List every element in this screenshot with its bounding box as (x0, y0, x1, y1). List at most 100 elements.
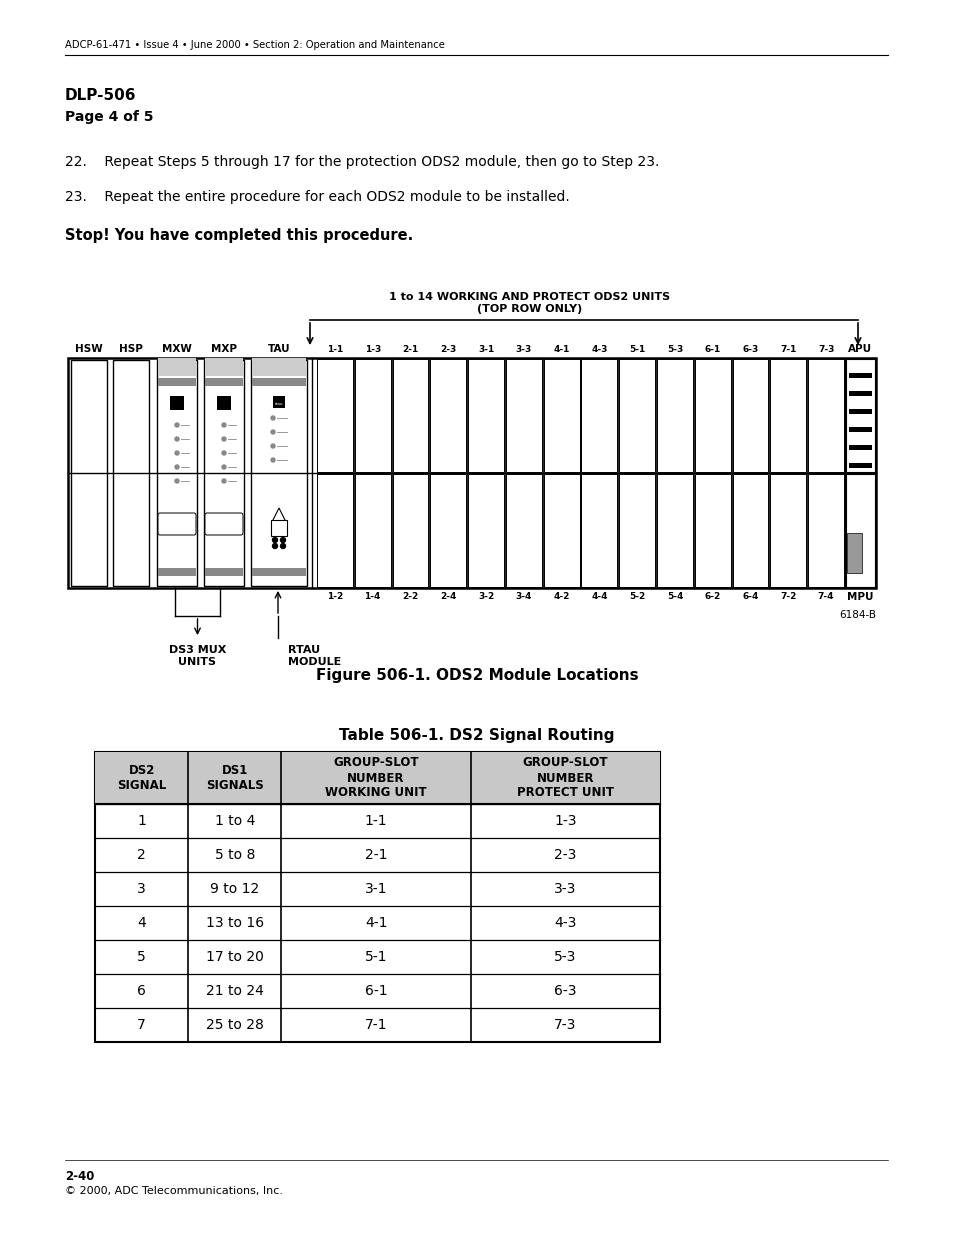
Text: 7-3: 7-3 (554, 1018, 576, 1032)
Text: Table 506-1. DS2 Signal Routing: Table 506-1. DS2 Signal Routing (339, 727, 614, 743)
Text: 2-3: 2-3 (554, 848, 576, 862)
Bar (251, 359, 307, 585)
Bar (95, 752, 659, 1042)
Bar (204, 359, 244, 585)
Bar (68, 358, 875, 588)
Text: ADCP-61-471 • Issue 4 • June 2000 • Section 2: Operation and Maintenance: ADCP-61-471 • Issue 4 • June 2000 • Sect… (65, 40, 444, 49)
Bar (158, 568, 195, 576)
Text: 1-1: 1-1 (327, 345, 343, 354)
FancyBboxPatch shape (205, 513, 243, 535)
Text: 5-2: 5-2 (628, 592, 644, 601)
Circle shape (222, 424, 226, 427)
Text: 1-3: 1-3 (364, 345, 380, 354)
Text: 4-2: 4-2 (553, 592, 569, 601)
Text: 3-3: 3-3 (554, 882, 576, 897)
Text: 2: 2 (137, 848, 146, 862)
Text: Figure 506-1. ODS2 Module Locations: Figure 506-1. ODS2 Module Locations (315, 668, 638, 683)
Bar (468, 474, 503, 587)
Text: 6-4: 6-4 (741, 592, 758, 601)
Text: 2-2: 2-2 (402, 592, 418, 601)
Circle shape (271, 430, 274, 433)
Text: 4-3: 4-3 (591, 345, 607, 354)
Bar (71, 359, 107, 585)
Bar (205, 568, 243, 576)
Bar (845, 359, 874, 472)
Text: 3-2: 3-2 (477, 592, 494, 601)
Text: 4-1: 4-1 (553, 345, 569, 354)
Bar (618, 474, 655, 587)
Text: 3-1: 3-1 (477, 345, 494, 354)
Text: 23.    Repeat the entire procedure for each ODS2 module to be installed.: 23. Repeat the entire procedure for each… (65, 190, 569, 204)
Text: 1 to 4: 1 to 4 (214, 814, 254, 827)
Text: 5: 5 (137, 950, 146, 965)
Text: 5-1: 5-1 (628, 345, 644, 354)
Text: 4: 4 (137, 916, 146, 930)
Bar (770, 474, 805, 587)
Text: 6-1: 6-1 (704, 345, 720, 354)
Text: rtau: rtau (274, 403, 283, 406)
Text: 9 to 12: 9 to 12 (210, 882, 259, 897)
Bar (95, 752, 659, 804)
Text: 1: 1 (137, 814, 146, 827)
Text: 1-4: 1-4 (364, 592, 380, 601)
Text: 2-4: 2-4 (439, 592, 456, 601)
Text: 2-40: 2-40 (65, 1170, 94, 1183)
Bar (505, 359, 541, 472)
Bar (848, 463, 871, 468)
Text: APU: APU (847, 345, 872, 354)
Bar (807, 359, 843, 472)
Bar (807, 474, 843, 587)
Circle shape (174, 424, 179, 427)
Circle shape (174, 437, 179, 441)
Text: 6-1: 6-1 (364, 984, 387, 998)
Circle shape (222, 437, 226, 441)
Circle shape (222, 479, 226, 483)
Text: DS1
SIGNALS: DS1 SIGNALS (206, 764, 263, 792)
Bar (252, 378, 306, 387)
Text: 1-3: 1-3 (554, 814, 576, 827)
Text: GROUP-SLOT
NUMBER
PROTECT UNIT: GROUP-SLOT NUMBER PROTECT UNIT (517, 757, 613, 799)
Text: 6-3: 6-3 (554, 984, 576, 998)
Circle shape (273, 537, 277, 542)
Text: 3-4: 3-4 (515, 592, 532, 601)
Circle shape (174, 451, 179, 454)
Text: 7-3: 7-3 (817, 345, 834, 354)
Text: MXW: MXW (162, 345, 192, 354)
Text: DS2
SIGNAL: DS2 SIGNAL (117, 764, 166, 792)
Circle shape (222, 466, 226, 469)
Bar (216, 396, 231, 410)
Text: 4-4: 4-4 (591, 592, 607, 601)
Bar (581, 474, 617, 587)
Bar (848, 427, 871, 432)
Text: 2-1: 2-1 (364, 848, 387, 862)
Bar (271, 520, 287, 536)
Text: 7-1: 7-1 (364, 1018, 387, 1032)
Text: 21 to 24: 21 to 24 (206, 984, 263, 998)
Bar (393, 474, 428, 587)
Bar (694, 474, 730, 587)
Text: DLP-506: DLP-506 (65, 88, 136, 103)
Text: 2-1: 2-1 (402, 345, 418, 354)
Text: HSW: HSW (75, 345, 103, 354)
Text: MPU: MPU (846, 592, 873, 601)
Text: 3-1: 3-1 (364, 882, 387, 897)
Text: 22.    Repeat Steps 5 through 17 for the protection ODS2 module, then go to Step: 22. Repeat Steps 5 through 17 for the pr… (65, 156, 659, 169)
Circle shape (271, 416, 274, 420)
Bar (657, 359, 692, 472)
Bar (393, 359, 428, 472)
Text: 2-3: 2-3 (439, 345, 456, 354)
Bar (316, 474, 353, 587)
Bar (112, 359, 149, 585)
Bar (543, 474, 578, 587)
Text: 7-2: 7-2 (780, 592, 796, 601)
Bar (252, 568, 306, 576)
Bar (430, 474, 466, 587)
Circle shape (271, 458, 274, 462)
Circle shape (280, 543, 285, 548)
Bar (468, 359, 503, 472)
Bar (581, 359, 617, 472)
Text: 7-4: 7-4 (817, 592, 834, 601)
Text: 5-3: 5-3 (666, 345, 682, 354)
Circle shape (273, 543, 277, 548)
Text: 5 to 8: 5 to 8 (214, 848, 254, 862)
